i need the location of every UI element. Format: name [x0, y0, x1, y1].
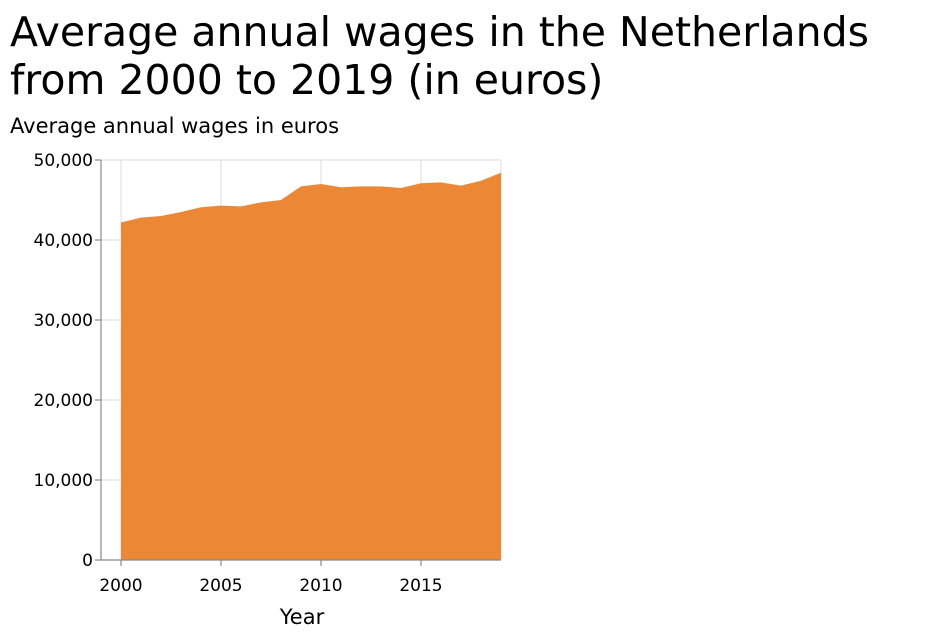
y-tick-labels: 0 10,000 20,000 30,000 40,000 50,000 [34, 151, 93, 571]
y-tick-label: 40,000 [34, 231, 93, 251]
x-tick-label: 2000 [99, 576, 142, 596]
y-tick-label: 50,000 [34, 151, 93, 171]
axes [95, 159, 501, 566]
x-tick-label: 2015 [399, 576, 442, 596]
x-axis-title: Year [279, 605, 325, 629]
y-tick-label: 10,000 [34, 471, 93, 491]
y-tick-label: 20,000 [34, 391, 93, 411]
x-tick-label: 2010 [299, 576, 342, 596]
y-axis-title: Average annual wages in euros [10, 114, 339, 138]
x-tick-label: 2005 [199, 576, 242, 596]
x-tick-labels: 2000 2005 2010 2015 [99, 576, 442, 596]
chart-title: Average annual wages in the Netherlands … [10, 8, 869, 104]
y-tick-label: 30,000 [34, 311, 93, 331]
series-area [121, 172, 501, 561]
y-tick-label: 0 [82, 551, 93, 571]
